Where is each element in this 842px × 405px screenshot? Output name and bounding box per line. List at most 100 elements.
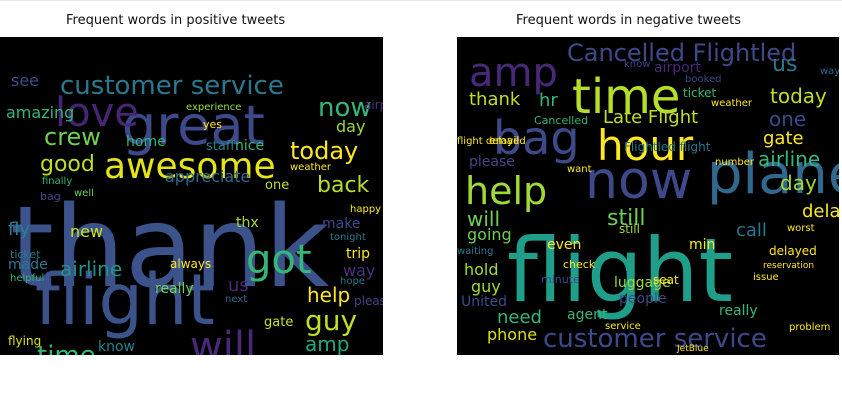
cloud-word: problem bbox=[789, 322, 831, 333]
cloud-word: flying bbox=[8, 334, 42, 348]
cloud-word: bag bbox=[493, 111, 580, 165]
cloud-word: one bbox=[265, 178, 290, 193]
cloud-word: way bbox=[343, 261, 376, 280]
cloud-word: made bbox=[8, 257, 48, 273]
cloud-word: amp bbox=[469, 50, 558, 96]
cloud-word: number bbox=[715, 157, 755, 168]
cloud-word: guy bbox=[305, 304, 358, 337]
cloud-word: know bbox=[98, 339, 135, 355]
cloud-word: service bbox=[605, 321, 641, 332]
cloud-word: well bbox=[74, 188, 94, 199]
cloud-word: phone bbox=[487, 325, 538, 344]
cloud-word: still bbox=[607, 206, 646, 231]
cloud-word: thank bbox=[469, 89, 521, 110]
cloud-word: issue bbox=[753, 272, 779, 283]
cloud-word: gate bbox=[264, 315, 294, 330]
cloud-word: hope bbox=[340, 276, 365, 287]
cloud-word: ticket bbox=[10, 248, 41, 261]
cloud-word: please bbox=[469, 154, 515, 170]
cloud-word: email bbox=[489, 134, 520, 147]
cloud-word: really bbox=[719, 303, 758, 319]
cloud-word: back bbox=[317, 173, 370, 198]
cloud-word: airline bbox=[60, 257, 123, 281]
cloud-word: min bbox=[689, 237, 716, 253]
cloud-word: agent bbox=[567, 307, 608, 323]
cloud-word: want bbox=[567, 164, 592, 175]
cloud-word: make bbox=[322, 216, 361, 232]
cloud-word: know bbox=[624, 59, 651, 70]
cloud-word: yes bbox=[203, 118, 223, 131]
cloud-word: worst bbox=[787, 223, 815, 234]
cloud-word: even bbox=[547, 237, 582, 253]
cloud-word: delay bbox=[802, 201, 839, 222]
cloud-word: plane bbox=[707, 142, 839, 207]
cloud-word: gate bbox=[763, 128, 804, 149]
cloud-word: awesome bbox=[104, 146, 276, 187]
cloud-word: luggage bbox=[614, 275, 671, 291]
cloud-word: airport bbox=[364, 98, 383, 112]
cloud-word: happy bbox=[350, 204, 382, 215]
cloud-word: home bbox=[126, 134, 166, 150]
cloud-word: today bbox=[770, 84, 827, 108]
cloud-word: United bbox=[461, 294, 507, 310]
cloud-word: day bbox=[336, 117, 366, 136]
positive-cloud-title: Frequent words in positive tweets bbox=[66, 13, 286, 28]
cloud-word: Late Flight bbox=[603, 107, 699, 128]
cloud-word: hr bbox=[539, 90, 558, 111]
cloud-word: will bbox=[467, 207, 501, 231]
cloud-word: flight delayed bbox=[457, 136, 526, 147]
cloud-word: flight bbox=[35, 259, 215, 341]
cloud-word: good bbox=[40, 152, 95, 177]
negative-cloud-title: Frequent words in negative tweets bbox=[516, 13, 741, 28]
cloud-word: now bbox=[318, 93, 372, 123]
cloud-word: staff bbox=[206, 139, 235, 154]
cloud-word: day bbox=[780, 171, 817, 195]
cloud-word: call bbox=[736, 220, 767, 241]
cloud-word: ticket bbox=[683, 86, 717, 100]
cloud-word: customer service bbox=[543, 324, 767, 354]
cloud-word: check bbox=[563, 258, 596, 271]
cloud-word: need bbox=[497, 307, 542, 328]
cloud-word: waiting bbox=[457, 246, 494, 257]
cloud-word: help bbox=[465, 169, 548, 213]
cloud-word: Flightled flight bbox=[624, 140, 711, 154]
cloud-word: nice bbox=[235, 138, 265, 154]
cloud-word: next bbox=[225, 294, 248, 305]
cloud-word: Cancelled Flightled bbox=[567, 39, 797, 67]
cloud-word: always bbox=[170, 257, 212, 271]
cloud-word: new bbox=[70, 222, 104, 241]
cloud-word: airline bbox=[758, 147, 821, 171]
cloud-word: trip bbox=[346, 246, 371, 262]
cloud-word: one bbox=[769, 107, 807, 131]
cloud-word: got bbox=[246, 237, 312, 283]
cloud-word: delayed bbox=[769, 244, 817, 258]
cloud-word: seat bbox=[653, 273, 679, 287]
cloud-word: please bbox=[354, 294, 383, 308]
cloud-word: bag bbox=[40, 190, 61, 203]
cloud-word: airport bbox=[654, 60, 701, 76]
cloud-word: us bbox=[228, 275, 249, 296]
cloud-word: appreciate bbox=[165, 167, 251, 186]
cloud-word: amp bbox=[305, 332, 350, 355]
cloud-word: us bbox=[772, 52, 798, 77]
cloud-word: time bbox=[37, 343, 96, 355]
cloud-word: weather bbox=[711, 98, 752, 109]
cloud-word: going bbox=[467, 225, 512, 244]
cloud-word: people bbox=[619, 291, 667, 307]
cloud-word: love bbox=[55, 90, 139, 136]
cloud-word: experience bbox=[186, 102, 242, 113]
cloud-word: tonight bbox=[330, 232, 366, 243]
cloud-word: crew bbox=[44, 123, 101, 151]
cloud-word: weather bbox=[290, 162, 331, 173]
cloud-word: guy bbox=[471, 277, 501, 296]
cloud-word: way bbox=[820, 66, 839, 77]
cloud-word: thx bbox=[236, 215, 259, 231]
cloud-word: help bbox=[307, 283, 351, 307]
cloud-word: JetBlue bbox=[677, 344, 709, 354]
cloud-word: time bbox=[572, 69, 681, 125]
cloud-word: reservation bbox=[763, 261, 815, 271]
positive-word-cloud: thank flight great awesome customer service l… bbox=[0, 37, 383, 355]
cloud-word: customer service bbox=[60, 71, 284, 101]
cloud-word: will bbox=[190, 324, 257, 355]
